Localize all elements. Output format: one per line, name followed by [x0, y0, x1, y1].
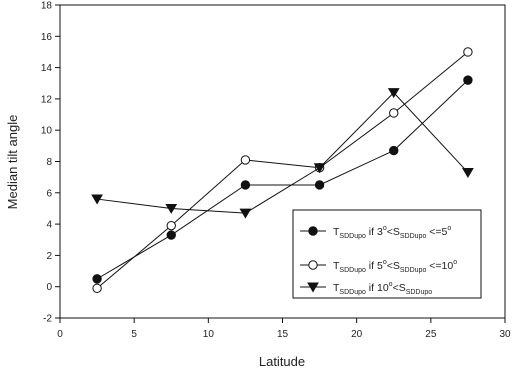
legend-label-sub2: SDDupo: [400, 267, 427, 274]
series-1-point: [389, 145, 399, 156]
legend-label-sub: SDDupo: [339, 233, 366, 240]
legend-label-text1: if 10: [366, 282, 389, 294]
series-2-point: [240, 155, 251, 165]
legend-marker: [308, 226, 318, 236]
series-1-point: [240, 180, 251, 190]
legend-label-sup1: o: [389, 281, 393, 288]
legend-label-sub2: SDDupo: [406, 289, 433, 296]
x-axis-label: Latitude: [259, 354, 305, 369]
series-3-point: [165, 203, 178, 214]
series-3-point: [462, 167, 474, 178]
series-2: [92, 47, 473, 293]
series-3-point: [387, 88, 400, 99]
y-tick-label: 0: [46, 282, 52, 293]
legend-marker: [307, 282, 319, 293]
legend-label: TSDDupo if 3o<SSDDupo <=5o: [333, 225, 451, 240]
x-tick-label: 25: [425, 329, 437, 340]
series-2-point: [92, 283, 102, 293]
legend-label-main: T: [333, 282, 340, 294]
legend-label-text3: <=10: [426, 260, 453, 272]
series-layer: [91, 47, 474, 293]
y-tick-label: 18: [41, 1, 53, 12]
y-tick-label: 12: [41, 94, 53, 105]
series-2-point: [166, 220, 176, 231]
legend-label-sup1: o: [383, 259, 387, 266]
series-2-point: [463, 47, 473, 57]
series-3-point: [239, 208, 252, 219]
series-1-point: [92, 274, 102, 284]
legend-box: [292, 209, 482, 299]
legend-label-text2: <S: [393, 282, 406, 294]
legend-label-sub: SDDupo: [339, 267, 366, 274]
y-tick-label: 16: [41, 32, 53, 43]
legend-entry-3: TSDDupo if 10o<SSDDupo: [300, 281, 432, 296]
series-3-point: [91, 194, 103, 205]
legend-label-text2: <S: [387, 260, 400, 272]
y-tick-label: 2: [46, 251, 52, 262]
series-1: [92, 75, 473, 284]
legend-label-sup3: o: [453, 259, 457, 266]
x-tick-label: 30: [499, 329, 511, 340]
y-axis-label: Median tilt angle: [5, 115, 20, 210]
legend-label-text1: if 3: [366, 226, 383, 238]
y-tick-label: 8: [46, 157, 52, 168]
legend-entry-1: TSDDupo if 3o<SSDDupo <=5o: [300, 225, 451, 240]
y-tick-label: -2: [43, 314, 52, 325]
legend-label-text1: if 5: [366, 260, 383, 272]
series-1-point: [166, 230, 176, 240]
legend-label-sup3: o: [447, 225, 451, 232]
series-1-point: [463, 75, 473, 85]
series-3: [91, 88, 474, 219]
y-tick-label: 10: [41, 126, 53, 137]
series-2-line: [96, 51, 469, 289]
legend-label-sub2: SDDupo: [400, 233, 427, 240]
legend-label-text2: <S: [387, 226, 400, 238]
legend-marker: [308, 260, 318, 270]
x-tick-label: 15: [277, 329, 289, 340]
legend-label-main: T: [333, 260, 340, 272]
legend-label: TSDDupo if 10o<SSDDupo: [333, 281, 432, 296]
series-1-line: [96, 79, 469, 280]
legend-label: TSDDupo if 5o<SSDDupo <=10o: [333, 259, 457, 274]
x-tick-label: 0: [57, 329, 63, 340]
x-tick-label: 5: [131, 329, 137, 340]
legend-label-text3: <=5: [426, 226, 447, 238]
series-3-point: [313, 163, 326, 174]
y-tick-label: 14: [41, 63, 53, 74]
series-2-point: [389, 108, 399, 118]
legend-label-sub: SDDupo: [339, 289, 366, 296]
y-axis-ticks: -2 0 2 4 6 8 10 12 14 16 18: [41, 1, 60, 325]
y-tick-label: 4: [46, 220, 52, 231]
series-1-point: [314, 180, 325, 190]
legend-label-sup1: o: [383, 225, 387, 232]
x-axis-ticks: 0 5 10 15 20 25 30: [57, 318, 511, 340]
series-3-line: [97, 91, 469, 214]
y-tick-label: 6: [46, 188, 52, 199]
legend-entry-2: TSDDupo if 5o<SSDDupo <=10o: [300, 259, 457, 274]
x-tick-label: 10: [203, 329, 215, 340]
x-tick-label: 20: [351, 329, 363, 340]
legend-label-main: T: [333, 226, 340, 238]
